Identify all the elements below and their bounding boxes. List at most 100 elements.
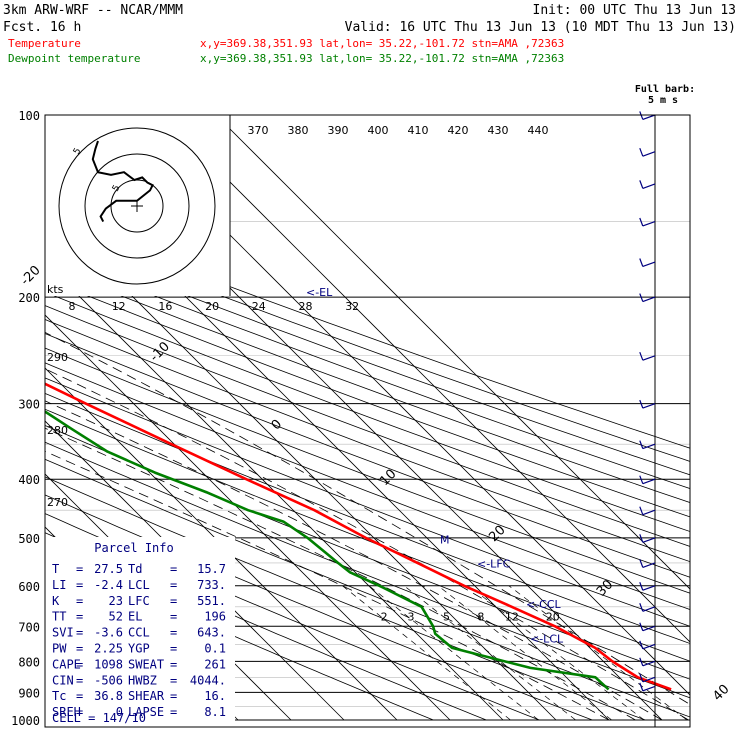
parcel-row-4-cell-3: CCL xyxy=(128,626,150,640)
parcel-row-7-cell-1: = xyxy=(76,673,83,687)
parcel-info-panel: Parcel Info T = 27.5 Td = 15.7 LI = -2.4 LCL = 733.… xyxy=(45,537,235,727)
wind-barb-staff-1 xyxy=(642,676,656,683)
parcel-row-2-cell-0: K xyxy=(52,594,60,608)
parcel-row-6-cell-3: SWEAT xyxy=(128,657,164,671)
hodograph-speed-label-20: 20 xyxy=(205,300,219,313)
theta-label-380: 380 xyxy=(288,124,309,137)
parcel-row-7-cell-0: CIN xyxy=(52,673,74,687)
pressure-label-500: 500 xyxy=(18,532,40,546)
parcel-row-5-cell-1: = xyxy=(76,642,83,656)
wind-barb-staff-4 xyxy=(642,625,656,632)
parcel-row-1-cell-1: = xyxy=(76,578,83,592)
parcel-row-8-cell-2: 36.8 xyxy=(94,689,123,703)
wind-barb-staff-5 xyxy=(642,606,656,612)
wind-barbs xyxy=(639,111,656,727)
parcel-row-0-cell-1: = xyxy=(76,562,83,576)
dry-adiabat-360 xyxy=(45,362,690,610)
el-marker: <-EL xyxy=(306,286,333,299)
dry-adiabat-400 xyxy=(45,305,690,547)
parcel-row-8-cell-0: Tc xyxy=(52,689,66,703)
ccl-marker: <-CCL xyxy=(526,598,562,611)
wind-barb-staff-13 xyxy=(642,355,656,361)
parcel-row-9-cell-5: 8.1 xyxy=(204,705,226,719)
parcel-row-4-cell-1: = xyxy=(76,626,83,640)
isotherm-label-40: 40 xyxy=(710,682,732,704)
isotherm--30 xyxy=(45,367,398,721)
isotherm-50 xyxy=(215,115,690,590)
moist-adiabat-10 xyxy=(45,450,610,721)
wind-barb-staff-6 xyxy=(642,585,656,591)
hodograph-speed-label-28: 28 xyxy=(299,300,313,313)
wind-barb-staff-18 xyxy=(642,151,656,157)
mixing-ratio-3 xyxy=(368,585,539,721)
mixing-ratio-2 xyxy=(342,585,511,721)
temperature-location: x,y=369.38,351.93 lat,lon= 35.22,-101.72… xyxy=(200,37,564,50)
dry-adiabat-290 xyxy=(45,476,646,721)
parcel-row-4-cell-2: -3.6 xyxy=(94,626,123,640)
dry-adiabat-420 xyxy=(45,278,690,518)
parcel-row-3-cell-2: 52 xyxy=(109,610,123,624)
wind-barb-staff-9 xyxy=(642,509,656,516)
wind-barb-flag-12 xyxy=(639,399,644,409)
parcel-row-0-cell-4: = xyxy=(170,562,177,576)
parcel-row-8-cell-3: SHEAR xyxy=(128,689,165,703)
dry-adiabat-470 xyxy=(45,215,690,449)
mixing-ratio-label-3: 3 xyxy=(407,611,414,624)
theta-label-400: 400 xyxy=(368,124,389,137)
parcel-row-3-cell-0: TT xyxy=(52,610,66,624)
dry-adiabat-300 xyxy=(45,458,690,718)
wind-barb-staff-16 xyxy=(642,220,656,227)
wind-barb-staff-12 xyxy=(642,403,656,409)
theta-label-440: 440 xyxy=(528,124,549,137)
theta-label-420: 420 xyxy=(448,124,469,137)
wind-barb-staff-3 xyxy=(642,643,656,650)
isotherm-40 xyxy=(162,115,690,643)
temperature-legend: Temperature xyxy=(8,37,81,50)
wind-barb-flag-15 xyxy=(639,258,644,267)
hodograph-ring-20 xyxy=(84,153,190,259)
wind-barb-flag-10 xyxy=(639,475,644,484)
parcel-row-3-cell-4: = xyxy=(170,610,177,624)
wind-barb-staff-17 xyxy=(642,183,656,189)
parcel-row-2-cell-3: LFC xyxy=(128,594,150,608)
adiabat-label-290: 290 xyxy=(47,351,68,364)
moist-adiabat-25 xyxy=(45,368,689,721)
theta-label-370: 370 xyxy=(248,124,269,137)
wind-barb-staff-0 xyxy=(642,685,656,692)
parcel-row-6-cell-1: = xyxy=(76,657,83,671)
isotherm-label-20: 20 xyxy=(486,523,508,545)
dry-adiabat-340 xyxy=(45,392,690,644)
wind-barb-flag-5 xyxy=(639,603,644,612)
wind-barb-staff-10 xyxy=(642,478,656,485)
parcel-row-4-cell-5: 643. xyxy=(197,626,226,640)
m-marker: M xyxy=(440,533,450,546)
parcel-row-7-cell-2: -506 xyxy=(94,673,123,687)
mixing-ratio-label-8: 8 xyxy=(477,611,484,624)
hodograph-ring-30 xyxy=(58,127,216,285)
isotherm-label-30: 30 xyxy=(594,577,616,599)
hodograph-ring-label-1: 5 xyxy=(111,184,123,194)
dry-adiabat-460 xyxy=(45,227,690,462)
moist-adiabat-20 xyxy=(45,400,663,721)
isotherm-label-10: 10 xyxy=(377,467,399,489)
pressure-label-800: 800 xyxy=(18,655,40,669)
hodograph-unit: kts xyxy=(47,283,64,296)
wind-barb-flag-13 xyxy=(639,352,644,361)
parcel-row-8-cell-5: 16. xyxy=(204,689,226,703)
wind-barb-staff-8 xyxy=(642,537,656,543)
parcel-row-5-cell-3: YGP xyxy=(128,642,150,656)
parcel-row-1-cell-2: -2.4 xyxy=(94,578,123,592)
isotherm-label--10: -10 xyxy=(147,339,173,365)
wind-barb-flag-9 xyxy=(639,506,644,515)
hodograph-speed-label-32: 32 xyxy=(345,300,359,313)
wind-barb-flag-11 xyxy=(639,440,644,449)
pressure-label-600: 600 xyxy=(18,580,40,594)
dry-adiabat-370 xyxy=(45,347,690,594)
parcel-row-9-cell-4: = xyxy=(170,705,177,719)
parcel-row-5-cell-2: 2.25 xyxy=(94,642,123,656)
parcel-row-8-cell-1: = xyxy=(76,689,83,703)
parcel-row-3-cell-5: 196 xyxy=(204,610,226,624)
hodograph-trace xyxy=(91,140,154,223)
parcel-row-4-cell-0: SVI xyxy=(52,626,74,640)
parcel-row-0-cell-0: T xyxy=(52,562,59,576)
